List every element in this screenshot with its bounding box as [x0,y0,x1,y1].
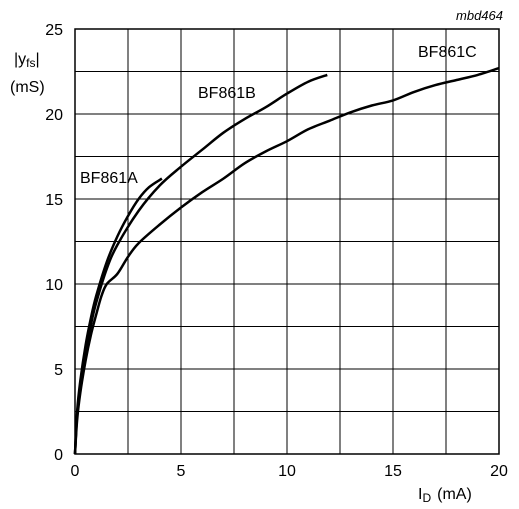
series-lines [73,66,500,455]
series-line-bf861c [73,66,500,455]
series-label-bf861c: BF861C [418,44,477,61]
tick-labels: 0 5 10 15 20 0 5 10 15 20 25 [45,22,508,480]
chart-grid [74,28,500,455]
y-tick-label: 0 [54,447,63,464]
y-tick-label: 5 [54,362,63,379]
x-tick-label: 5 [177,463,186,480]
plot-frame [74,28,500,455]
series-label-bf861b: BF861B [198,85,256,102]
figure-code: mbd464 [456,8,503,23]
series-line-bf861b [73,73,328,455]
y-axis-unit: (mS) [10,79,45,96]
y-axis-label: |yfs| [14,51,40,70]
series-line-bf861a [73,177,163,455]
series-label-bf861a: BF861A [80,170,138,187]
y-tick-label: 20 [45,107,63,124]
x-tick-label: 10 [278,463,296,480]
x-tick-label: 20 [490,463,508,480]
series-labels: BF861A BF861B BF861C [80,44,477,187]
y-tick-label: 15 [45,192,63,209]
x-axis-label: ID (mA) [418,486,472,505]
y-tick-label: 10 [45,277,63,294]
x-tick-label: 15 [384,463,402,480]
y-tick-label: 25 [45,22,63,39]
x-tick-label: 0 [71,463,80,480]
